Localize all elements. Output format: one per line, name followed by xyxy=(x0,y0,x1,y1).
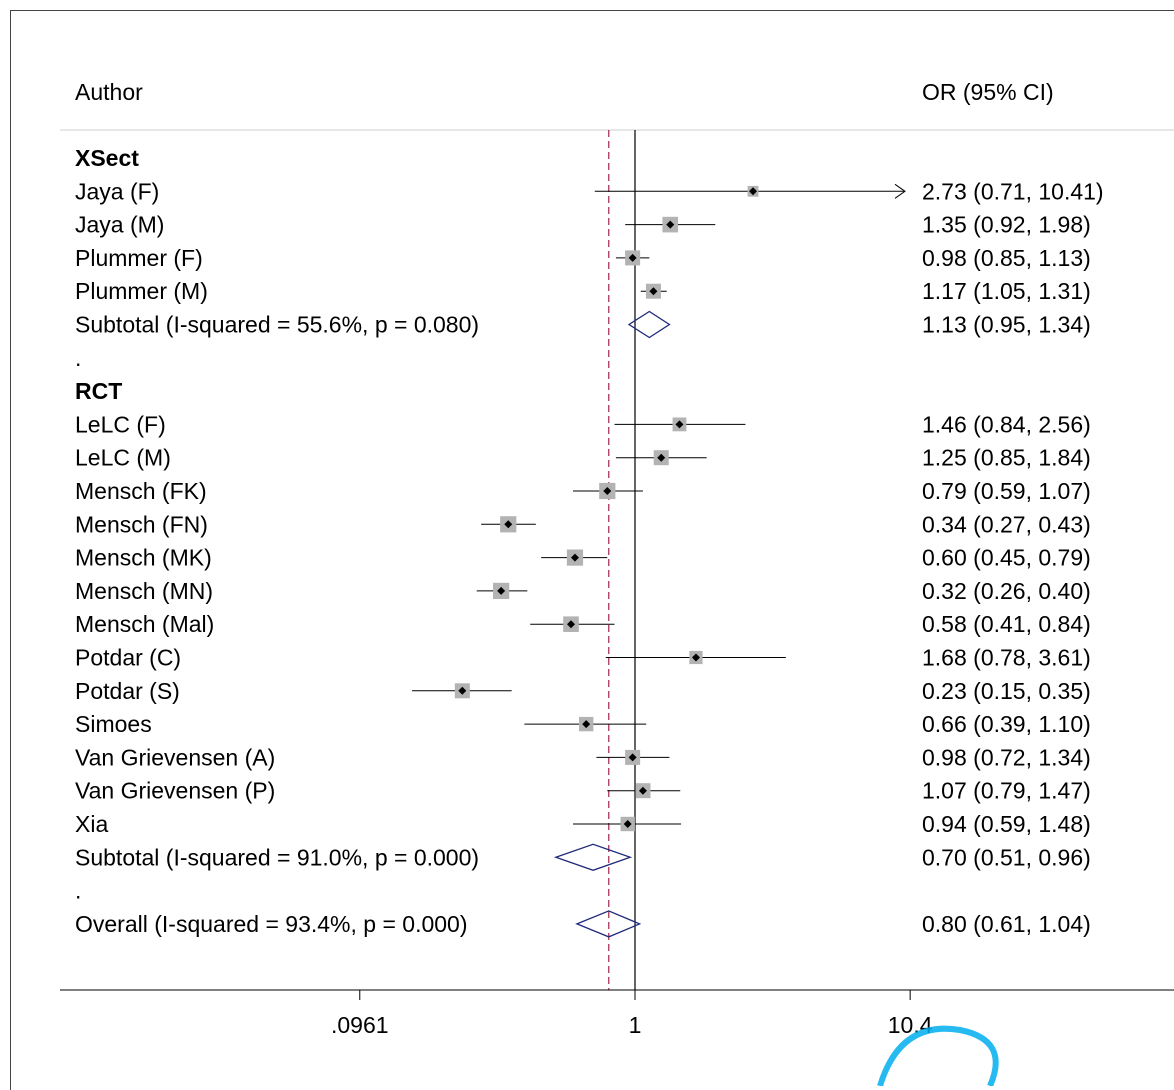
row-4-or-ci: 1.17 (1.05, 1.31) xyxy=(922,278,1091,304)
row-23-label: Overall (I-squared = 93.4%, p = 0.000) xyxy=(75,911,468,937)
row-5-or-ci: 1.13 (0.95, 1.34) xyxy=(922,312,1091,338)
row-23-overall-diamond xyxy=(575,910,642,938)
row-9-point xyxy=(657,453,666,462)
row-4-label: Plummer (M) xyxy=(75,278,208,304)
plot-frame xyxy=(10,10,1174,1090)
header-or-ci: OR (95% CI) xyxy=(922,79,1054,105)
row-15-point xyxy=(691,653,700,662)
x-tick-0961-label: .0961 xyxy=(331,1012,389,1038)
forest-rows: XSect Jaya (F) 2.73 (0.71, 10.41) Jaya (M) 1… xyxy=(75,130,1104,990)
row-7-label: RCT xyxy=(75,378,122,404)
row-14-point xyxy=(566,620,575,629)
row-1-label: Jaya (F) xyxy=(75,178,159,204)
row-14-label: Mensch (Mal) xyxy=(75,611,214,637)
row-10-point xyxy=(603,487,612,495)
row-8-or-ci: 1.46 (0.84, 2.56) xyxy=(922,411,1091,437)
row-20-point xyxy=(623,820,632,828)
row-13-label: Mensch (MN) xyxy=(75,578,213,604)
row-5-subtotal-diamond xyxy=(627,310,671,339)
row-12-or-ci: 0.60 (0.45, 0.79) xyxy=(922,545,1091,571)
row-16-point xyxy=(458,686,467,695)
row-13-point xyxy=(497,586,506,595)
row-19-point xyxy=(638,786,647,795)
row-19-label: Van Grievensen (P) xyxy=(75,778,275,804)
row-15-or-ci: 1.68 (0.78, 3.61) xyxy=(922,645,1091,671)
row-14-or-ci: 0.58 (0.41, 0.84) xyxy=(922,611,1091,637)
row-1-or-ci: 2.73 (0.71, 10.41) xyxy=(922,178,1104,204)
row-3-label: Plummer (F) xyxy=(75,245,203,271)
x-tick-1-label: 1 xyxy=(629,1012,642,1038)
row-18-point xyxy=(628,753,637,762)
row-4-point xyxy=(649,287,658,296)
row-0-label: XSect xyxy=(75,145,139,171)
row-11-or-ci: 0.34 (0.27, 0.43) xyxy=(922,511,1091,537)
watermark-logo xyxy=(877,1025,999,1086)
header-author: Author xyxy=(75,79,143,105)
row-16-label: Potdar (S) xyxy=(75,678,180,704)
row-1-point xyxy=(749,187,758,196)
row-10-label: Mensch (FK) xyxy=(75,478,207,504)
row-9-label: LeLC (M) xyxy=(75,445,171,471)
row-16-or-ci: 0.23 (0.15, 0.35) xyxy=(922,678,1091,704)
row-9-or-ci: 1.25 (0.85, 1.84) xyxy=(922,445,1091,471)
row-2-point xyxy=(666,220,675,229)
row-1-ci-arrow xyxy=(894,183,906,199)
row-8-point xyxy=(675,420,684,429)
row-20-or-ci: 0.94 (0.59, 1.48) xyxy=(922,811,1091,837)
row-2-label: Jaya (M) xyxy=(75,212,164,238)
row-6-label: . xyxy=(75,345,81,371)
row-8-label: LeLC (F) xyxy=(75,411,166,437)
row-17-or-ci: 0.66 (0.39, 1.10) xyxy=(922,711,1091,737)
row-17-point xyxy=(582,720,591,729)
row-12-point xyxy=(570,553,579,562)
row-21-label: Subtotal (I-squared = 91.0%, p = 0.000) xyxy=(75,844,479,870)
row-10-or-ci: 0.79 (0.59, 1.07) xyxy=(922,478,1091,504)
row-17-label: Simoes xyxy=(75,711,152,737)
row-15-label: Potdar (C) xyxy=(75,645,181,671)
row-23-or-ci: 0.80 (0.61, 1.04) xyxy=(922,911,1091,937)
row-3-point xyxy=(628,253,637,262)
row-18-label: Van Grievensen (A) xyxy=(75,744,275,770)
row-11-label: Mensch (FN) xyxy=(75,511,208,537)
row-20-label: Xia xyxy=(75,811,108,837)
row-19-or-ci: 1.07 (0.79, 1.47) xyxy=(922,778,1091,804)
row-11-point xyxy=(504,520,513,529)
row-3-or-ci: 0.98 (0.85, 1.13) xyxy=(922,245,1091,271)
row-22-label: . xyxy=(75,878,81,904)
row-12-label: Mensch (MK) xyxy=(75,545,212,571)
row-21-subtotal-diamond xyxy=(553,843,633,871)
row-21-or-ci: 0.70 (0.51, 0.96) xyxy=(922,844,1091,870)
row-18-or-ci: 0.98 (0.72, 1.34) xyxy=(922,744,1091,770)
x-axis: .0961 1 10.4 xyxy=(60,989,1174,1038)
row-5-label: Subtotal (I-squared = 55.6%, p = 0.080) xyxy=(75,312,479,338)
row-2-or-ci: 1.35 (0.92, 1.98) xyxy=(922,212,1091,238)
row-13-or-ci: 0.32 (0.26, 0.40) xyxy=(922,578,1091,604)
